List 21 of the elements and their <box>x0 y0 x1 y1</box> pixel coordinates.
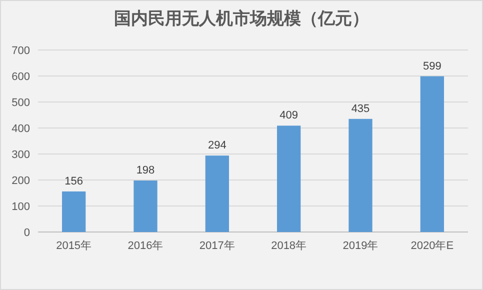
data-label: 409 <box>280 110 298 122</box>
x-tick-label: 2018年 <box>271 240 307 252</box>
x-tick-label: 2020年E <box>410 240 454 252</box>
x-tick-label: 2016年 <box>128 240 164 252</box>
data-label: 294 <box>208 140 226 152</box>
y-tick-label: 500 <box>12 97 30 109</box>
y-tick-label: 100 <box>12 201 30 213</box>
data-label: 435 <box>351 102 370 115</box>
y-tick-label: 400 <box>12 123 30 135</box>
data-label: 198 <box>136 164 155 177</box>
x-tick-label: 2017年 <box>199 240 235 252</box>
x-tick-label: 2015年 <box>56 240 92 252</box>
data-label: 599 <box>422 60 442 72</box>
y-tick-label: 700 <box>12 45 30 57</box>
title: 国内民用无人机市场规模（亿元） <box>114 9 369 28</box>
x-tick-label: 2019年 <box>342 240 378 252</box>
y-tick-label: 300 <box>12 149 30 161</box>
y-tick-label: 200 <box>12 175 30 187</box>
y-tick-label: 0 <box>24 227 30 239</box>
data-label: 156 <box>64 175 84 188</box>
y-tick-label: 600 <box>12 71 30 83</box>
